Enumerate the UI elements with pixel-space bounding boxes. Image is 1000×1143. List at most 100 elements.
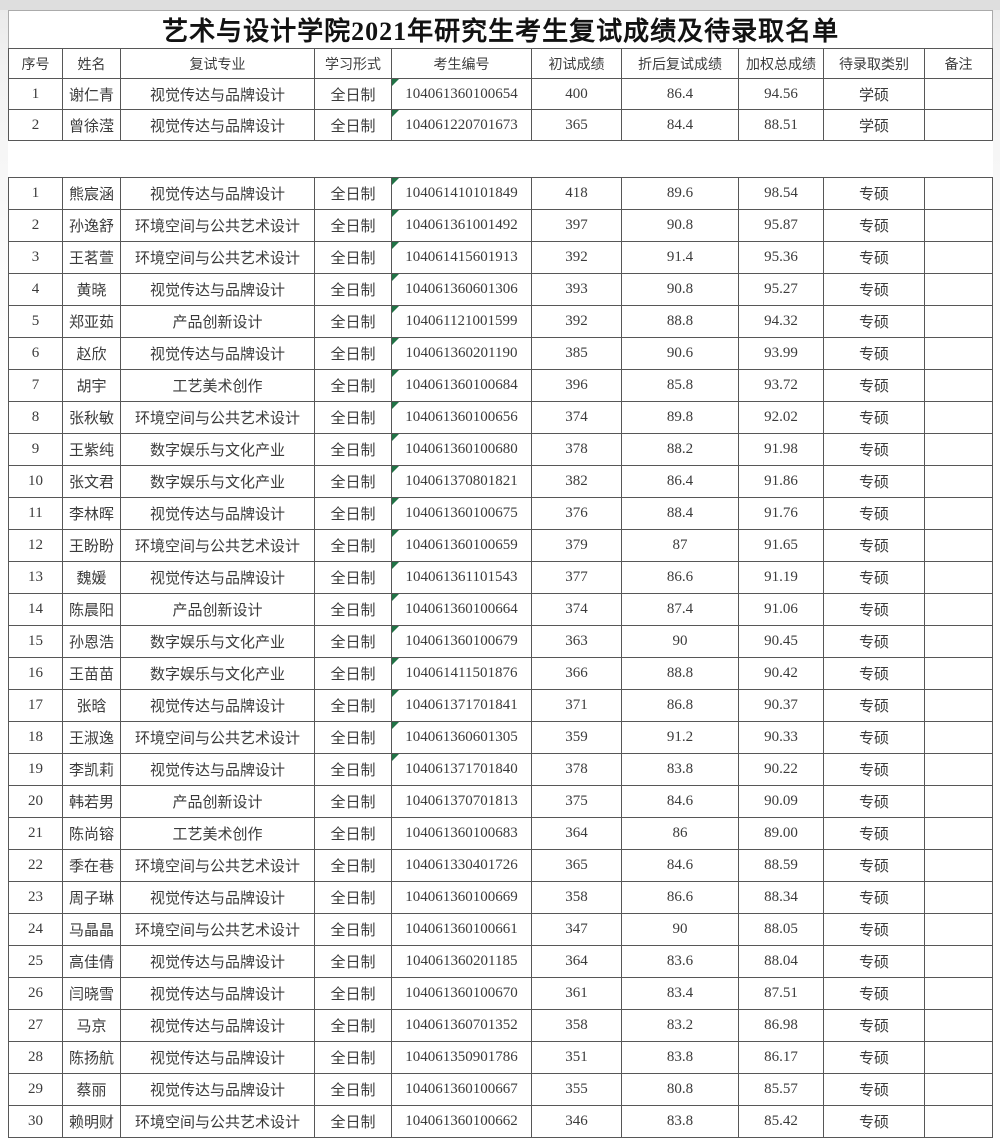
cell-candidate-id: 104061410101849 (391, 177, 532, 210)
candidate-id-value: 104061360100684 (405, 377, 518, 393)
cell-initial-score: 359 (531, 721, 622, 754)
cell-index: 15 (8, 625, 63, 658)
cell-index: 21 (8, 817, 63, 850)
cell-candidate-id: 104061360601306 (391, 273, 532, 306)
cell-study-mode: 全日制 (314, 273, 392, 306)
cell-candidate-id: 104061360100680 (391, 433, 532, 466)
number-stored-as-text-indicator-icon (392, 626, 399, 633)
table-row: 1 谢仁青 视觉传达与品牌设计 全日制 104061360100654 400 … (8, 78, 994, 110)
cell-remarks (923, 785, 994, 818)
cell-remarks (923, 881, 994, 914)
table-row: 12 王盼盼 环境空间与公共艺术设计 全日制 104061360100659 3… (8, 529, 994, 562)
cell-major: 产品创新设计 (120, 785, 315, 818)
cell-admission-category: 专硕 (823, 785, 925, 818)
cell-major: 环境空间与公共艺术设计 (120, 401, 315, 434)
cell-index: 23 (8, 881, 63, 914)
admission-score-table: 艺术与设计学院2021年研究生考生复试成绩及待录取名单 序号 姓名 复试专业 学… (7, 10, 994, 1138)
cell-study-mode: 全日制 (314, 913, 392, 946)
cell-weighted-score: 93.72 (738, 369, 824, 402)
cell-candidate-id: 104061360100679 (391, 625, 532, 658)
candidate-id-value: 104061121001599 (405, 313, 518, 329)
number-stored-as-text-indicator-icon (392, 530, 399, 537)
candidate-id-value: 104061360100675 (405, 505, 518, 521)
cell-remarks (923, 913, 994, 946)
cell-name: 闫晓雪 (62, 977, 121, 1010)
cell-admission-category: 专硕 (823, 401, 925, 434)
cell-index: 11 (8, 497, 63, 530)
candidate-id-value: 104061370801821 (405, 473, 518, 489)
table-row: 29 蔡丽 视觉传达与品牌设计 全日制 104061360100667 355 … (8, 1073, 994, 1106)
cell-retest-score: 84.6 (621, 849, 739, 882)
cell-initial-score: 365 (531, 109, 622, 141)
cell-index: 2 (8, 209, 63, 242)
candidate-id-value: 104061360601305 (405, 729, 518, 745)
table-row: 15 孙恩浩 数字娱乐与文化产业 全日制 104061360100679 363… (8, 625, 994, 658)
cell-admission-category: 专硕 (823, 273, 925, 306)
cell-major: 环境空间与公共艺术设计 (120, 529, 315, 562)
cell-candidate-id: 104061370801821 (391, 465, 532, 498)
number-stored-as-text-indicator-icon (392, 562, 399, 569)
column-header-remarks: 备注 (923, 48, 994, 79)
cell-weighted-score: 91.86 (738, 465, 824, 498)
cell-index: 10 (8, 465, 63, 498)
cell-major: 数字娱乐与文化产业 (120, 465, 315, 498)
table-row: 30 赖明财 环境空间与公共艺术设计 全日制 104061360100662 3… (8, 1105, 994, 1138)
table-body: 艺术与设计学院2021年研究生考生复试成绩及待录取名单 序号 姓名 复试专业 学… (7, 10, 994, 1138)
column-header-weighted-score: 加权总成绩 (738, 48, 824, 79)
cell-retest-score: 83.8 (621, 753, 739, 786)
column-header-major: 复试专业 (120, 48, 315, 79)
cell-study-mode: 全日制 (314, 465, 392, 498)
cell-retest-score: 86.4 (621, 465, 739, 498)
cell-admission-category: 专硕 (823, 209, 925, 242)
cell-admission-category: 专硕 (823, 337, 925, 370)
cell-major: 视觉传达与品牌设计 (120, 977, 315, 1010)
cell-remarks (923, 1041, 994, 1074)
cell-weighted-score: 90.37 (738, 689, 824, 722)
cell-retest-score: 90.8 (621, 209, 739, 242)
cell-retest-score: 85.8 (621, 369, 739, 402)
cell-remarks (923, 593, 994, 626)
cell-study-mode: 全日制 (314, 1105, 392, 1138)
cell-major: 环境空间与公共艺术设计 (120, 849, 315, 882)
table-row: 28 陈扬航 视觉传达与品牌设计 全日制 104061350901786 351… (8, 1041, 994, 1074)
cell-name: 张晗 (62, 689, 121, 722)
cell-candidate-id: 104061360701352 (391, 1009, 532, 1042)
number-stored-as-text-indicator-icon (392, 210, 399, 217)
cell-remarks (923, 369, 994, 402)
cell-major: 视觉传达与品牌设计 (120, 561, 315, 594)
cell-study-mode: 全日制 (314, 529, 392, 562)
cell-remarks (923, 305, 994, 338)
cell-retest-score: 91.4 (621, 241, 739, 274)
cell-index: 3 (8, 241, 63, 274)
cell-admission-category: 专硕 (823, 721, 925, 754)
cell-major: 环境空间与公共艺术设计 (120, 913, 315, 946)
cell-initial-score: 365 (531, 849, 622, 882)
cell-retest-score: 86.6 (621, 561, 739, 594)
cell-name: 王淑逸 (62, 721, 121, 754)
cell-study-mode: 全日制 (314, 1009, 392, 1042)
cell-index: 9 (8, 433, 63, 466)
cell-retest-score: 88.8 (621, 657, 739, 690)
cell-study-mode: 全日制 (314, 109, 392, 141)
cell-major: 环境空间与公共艺术设计 (120, 721, 315, 754)
table-row: 17 张晗 视觉传达与品牌设计 全日制 104061371701841 371 … (8, 689, 994, 722)
cell-study-mode: 全日制 (314, 689, 392, 722)
column-header-study-mode: 学习形式 (314, 48, 392, 79)
cell-major: 产品创新设计 (120, 305, 315, 338)
cell-admission-category: 专硕 (823, 369, 925, 402)
column-header-admission-category: 待录取类别 (823, 48, 925, 79)
cell-remarks (923, 529, 994, 562)
cell-admission-category: 专硕 (823, 977, 925, 1010)
table-row: 16 王苗苗 数字娱乐与文化产业 全日制 104061411501876 366… (8, 657, 994, 690)
cell-remarks (923, 273, 994, 306)
column-header-index: 序号 (8, 48, 63, 79)
cell-candidate-id: 104061360100662 (391, 1105, 532, 1138)
cell-study-mode: 全日制 (314, 401, 392, 434)
cell-weighted-score: 88.59 (738, 849, 824, 882)
candidate-id-value: 104061415601913 (405, 249, 518, 265)
cell-retest-score: 87.4 (621, 593, 739, 626)
cell-name: 郑亚茹 (62, 305, 121, 338)
cell-weighted-score: 89.00 (738, 817, 824, 850)
cell-retest-score: 89.6 (621, 177, 739, 210)
cell-index: 4 (8, 273, 63, 306)
